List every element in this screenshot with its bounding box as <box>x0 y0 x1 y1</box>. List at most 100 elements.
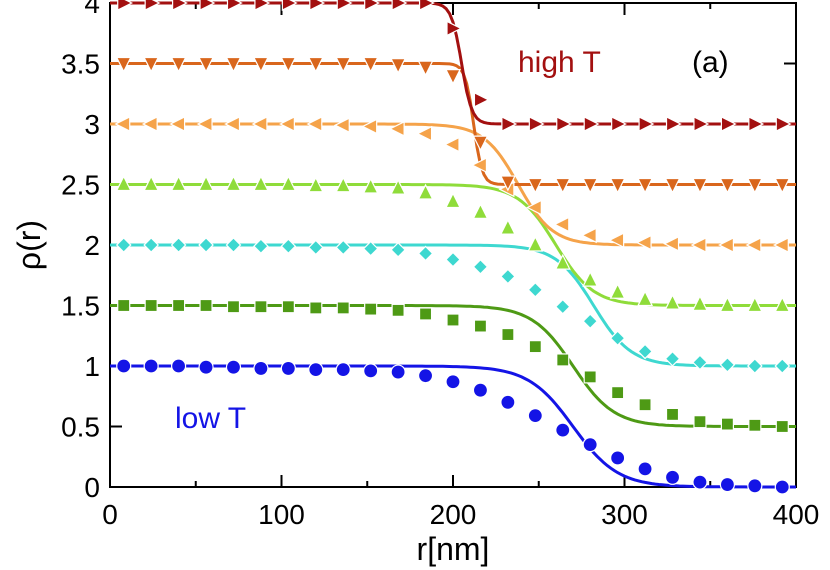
series-7-point <box>117 0 134 11</box>
series-5-point <box>388 120 405 137</box>
series-1-point <box>171 358 187 374</box>
series-2-point <box>501 327 515 342</box>
series-2-point <box>583 370 597 384</box>
series-7-point <box>583 116 600 132</box>
series-5-point <box>196 116 213 132</box>
series-4-point <box>691 294 708 311</box>
series-3-point <box>280 238 297 255</box>
series-6-point <box>445 68 461 85</box>
series-1-point <box>308 362 324 378</box>
series-1-point <box>116 358 132 374</box>
series-5-point <box>306 116 323 132</box>
series-6-point <box>252 56 269 73</box>
series-7-point <box>528 116 545 132</box>
series-6-point <box>582 177 599 194</box>
series-4-point <box>115 175 132 192</box>
series-2-point <box>391 303 405 317</box>
series-1-point <box>555 422 571 438</box>
y-tick-label: 4 <box>84 0 100 19</box>
series-5-point <box>333 117 350 134</box>
series-7-point <box>611 116 627 132</box>
series-3-point <box>225 237 242 253</box>
series-7-point <box>638 116 655 132</box>
series-1-point <box>774 479 790 495</box>
series-3-point <box>692 354 708 371</box>
series-3-point <box>472 258 489 275</box>
series-6-point <box>746 177 763 194</box>
series-4-point <box>170 175 187 192</box>
series-6-point <box>362 56 379 73</box>
series-7-point <box>446 20 463 37</box>
series-1-point <box>225 359 242 375</box>
series-5-point <box>663 235 680 252</box>
series-4-point <box>335 176 352 193</box>
series-1-point <box>692 474 708 490</box>
series-2-point <box>309 301 323 315</box>
series-2-point <box>528 340 542 354</box>
series-5-point <box>251 116 268 132</box>
series-1-point <box>527 408 543 424</box>
series-2-point <box>172 298 186 313</box>
series-4-point <box>417 183 434 200</box>
series-2-point <box>720 417 735 431</box>
series-1-point <box>390 364 406 380</box>
series-5-point <box>141 116 158 132</box>
y-tick-label: 2 <box>84 230 100 261</box>
series-5-point <box>608 232 625 249</box>
series-2-point <box>364 302 378 316</box>
series-5-point <box>745 237 762 253</box>
series-3-point <box>527 281 544 298</box>
series-5-point <box>553 216 570 233</box>
series-2-point <box>226 300 241 314</box>
series-7-point <box>144 0 161 11</box>
series-3-point <box>746 358 763 374</box>
series-6-point <box>774 177 791 194</box>
series-1-point <box>143 358 159 374</box>
series-2-point <box>144 298 158 313</box>
series-1-point <box>610 450 626 466</box>
series-6-fit-line <box>110 62 796 186</box>
series-7-point <box>199 0 216 11</box>
series-2-point <box>281 300 295 314</box>
series-2-point <box>611 386 625 400</box>
series-4-point <box>390 178 407 195</box>
series-5-point <box>443 136 460 153</box>
series-4-point <box>554 253 571 270</box>
series-1-point <box>582 437 598 453</box>
series-4-point <box>280 175 297 192</box>
series-2-point <box>117 298 131 313</box>
series-1-point <box>747 478 763 494</box>
series-2-point <box>446 313 460 327</box>
series-3-point <box>198 237 214 253</box>
series-6-point <box>170 56 187 73</box>
series-6-point <box>280 56 297 73</box>
tick-labels: 0 100 200 300 400 0 0.5 1 1.5 2 2.5 3 3.5 4 <box>61 0 819 530</box>
series-7-point <box>665 116 682 132</box>
series-6-point <box>390 58 407 75</box>
series-4-point <box>582 270 599 287</box>
y-axis-title: ρ(r) <box>11 220 47 270</box>
series-5-point <box>690 237 707 253</box>
series-2-point <box>418 307 433 321</box>
y-tick-label: 3 <box>84 109 100 140</box>
series-3-point <box>582 313 599 330</box>
series-3-point <box>719 356 736 373</box>
series-2-point <box>748 418 762 432</box>
y-tick-label: 1 <box>84 351 100 382</box>
series-1-point <box>664 469 681 485</box>
series-4-point <box>746 296 763 313</box>
series-3-point <box>253 238 269 255</box>
series-6-point <box>417 60 434 77</box>
series-7-point <box>501 116 518 132</box>
series-6-point <box>115 56 132 73</box>
series-5-point <box>279 116 295 132</box>
x-tick-label: 400 <box>773 499 820 530</box>
series-7-point <box>281 0 298 11</box>
series-1-fit-line <box>110 364 796 489</box>
series-4-point <box>472 202 489 219</box>
series-6-point <box>609 177 626 194</box>
series-7-point <box>693 116 710 132</box>
series-4-point <box>445 192 461 209</box>
series-1-point <box>280 360 296 377</box>
